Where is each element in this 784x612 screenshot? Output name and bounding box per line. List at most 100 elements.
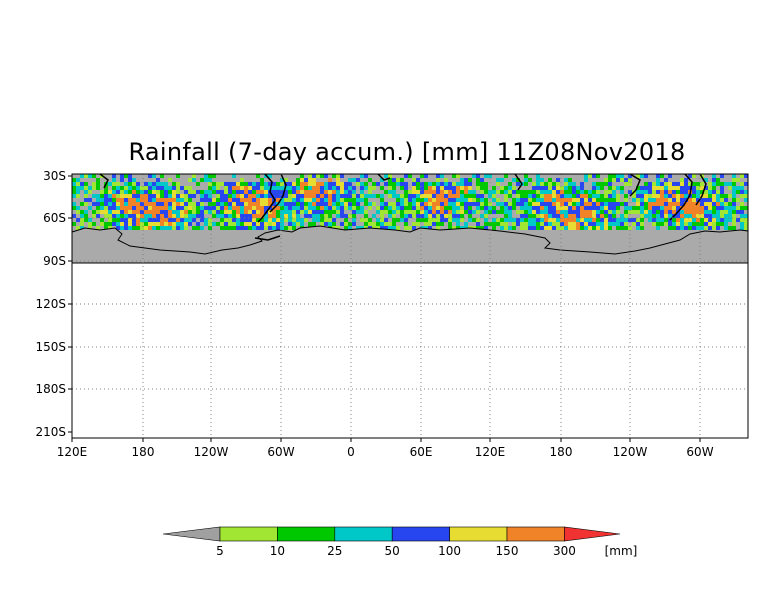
rain-cell	[160, 198, 164, 202]
rain-cell	[676, 202, 680, 206]
rain-cell	[452, 198, 456, 202]
rain-cell	[532, 202, 536, 206]
rain-cell	[448, 226, 452, 230]
rain-cell	[548, 210, 552, 214]
rain-cell	[104, 198, 108, 202]
rain-cell	[116, 214, 120, 218]
rain-cell	[340, 194, 344, 198]
y-tick-label: 90S	[43, 254, 66, 268]
rain-cell	[316, 206, 320, 210]
rain-cell	[536, 210, 540, 214]
rain-cell	[200, 214, 204, 218]
rain-cell	[536, 222, 540, 226]
rain-cell	[400, 198, 404, 202]
rain-cell	[568, 198, 572, 202]
rain-cell	[744, 190, 748, 194]
rain-cell	[96, 210, 100, 214]
rain-cell	[200, 226, 204, 230]
rain-cell	[732, 218, 736, 222]
rain-cell	[284, 226, 288, 230]
rain-cell	[684, 218, 688, 222]
rain-cell	[656, 214, 660, 218]
rain-cell	[588, 202, 592, 206]
rain-cell	[252, 202, 256, 206]
rain-cell	[80, 186, 84, 190]
rain-cell	[244, 206, 248, 210]
rain-cell	[196, 222, 200, 226]
rain-cell	[516, 202, 520, 206]
rain-cell	[336, 194, 340, 198]
rain-cell	[476, 194, 480, 198]
rain-cell	[264, 214, 268, 218]
rain-cell	[744, 206, 748, 210]
rain-cell	[584, 202, 588, 206]
map-frame	[71, 173, 749, 439]
rain-cell	[632, 222, 636, 226]
rain-cell	[604, 218, 608, 222]
rain-cell	[632, 210, 636, 214]
rain-cell	[332, 210, 336, 214]
rain-cell	[712, 218, 716, 222]
rain-cell	[552, 218, 556, 222]
rain-cell	[584, 174, 588, 178]
rain-cell	[496, 182, 500, 186]
rain-cell	[568, 222, 572, 226]
rain-cell	[104, 186, 108, 190]
rain-cell	[464, 182, 468, 186]
rain-cell	[584, 198, 588, 202]
rain-cell	[676, 218, 680, 222]
rain-cell	[236, 218, 240, 222]
rain-cell	[540, 198, 544, 202]
rain-cell	[440, 190, 444, 194]
x-tick-label: 180	[550, 445, 573, 459]
rain-cell	[408, 206, 412, 210]
rain-cell	[288, 214, 292, 218]
rain-cell	[652, 202, 656, 206]
rain-cell	[564, 222, 568, 226]
rain-cell	[560, 194, 564, 198]
rain-cell	[264, 202, 268, 206]
rain-cell	[576, 206, 580, 210]
rain-cell	[700, 226, 704, 230]
rain-cell	[100, 206, 104, 210]
rain-cell	[464, 186, 468, 190]
rain-cell	[240, 210, 244, 214]
rain-cell	[604, 178, 608, 182]
rain-cell	[604, 206, 608, 210]
rain-cell	[384, 222, 388, 226]
rain-cell	[128, 198, 132, 202]
rain-cell	[664, 222, 668, 226]
rain-cell	[648, 190, 652, 194]
rain-cell	[280, 210, 284, 214]
rain-cell	[272, 182, 276, 186]
rain-cell	[572, 198, 576, 202]
rain-cell	[508, 190, 512, 194]
rain-cell	[312, 194, 316, 198]
x-tick-label: 120E	[57, 445, 88, 459]
rain-cell	[444, 182, 448, 186]
rain-cell	[396, 226, 400, 230]
rain-cell	[228, 202, 232, 206]
rain-cell	[684, 210, 688, 214]
rain-cell	[580, 182, 584, 186]
rain-cell	[212, 186, 216, 190]
rain-cell	[324, 218, 328, 222]
rain-cell	[664, 190, 668, 194]
rain-cell	[540, 194, 544, 198]
rain-cell	[260, 218, 264, 222]
rain-cell	[444, 214, 448, 218]
rain-cell	[260, 198, 264, 202]
rain-cell	[580, 214, 584, 218]
rain-cell	[448, 198, 452, 202]
rain-cell	[592, 226, 596, 230]
rain-cell	[524, 182, 528, 186]
rain-cell	[280, 202, 284, 206]
rain-cell	[556, 214, 560, 218]
rain-cell	[428, 194, 432, 198]
rain-cell	[96, 206, 100, 210]
rain-cell	[284, 206, 288, 210]
rain-cell	[512, 202, 516, 206]
rain-cell	[476, 218, 480, 222]
rain-cell	[484, 198, 488, 202]
legend-swatch	[334, 526, 393, 542]
